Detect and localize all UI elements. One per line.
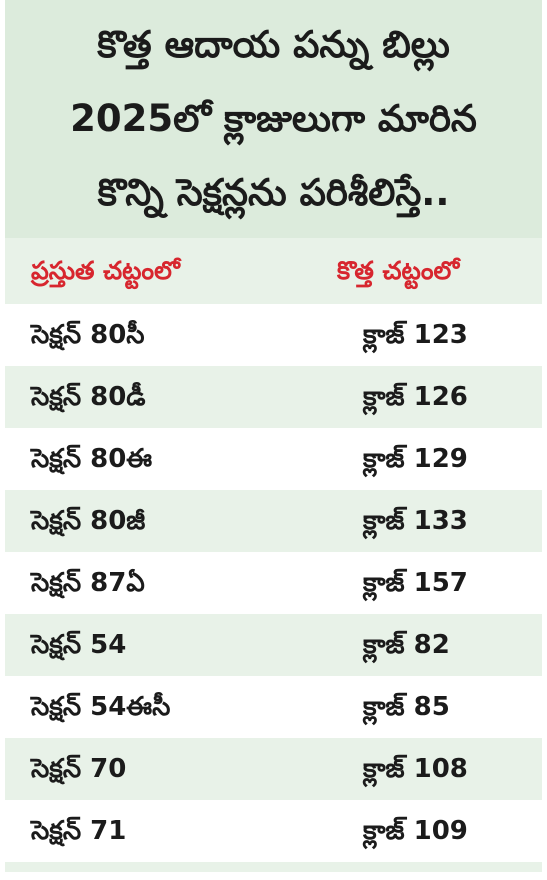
table-row: సెక్షన్‌ 87ఏ క్లాజ్‌ 157 xyxy=(5,552,542,614)
clause-cell: క్లాజ్‌ 108 xyxy=(363,754,468,784)
table-row: సెక్షన్‌ 80జీ క్లాజ్‌ 133 xyxy=(5,490,542,552)
title-line-1: కొత్త ఆదాయ పన్ను బిల్లు xyxy=(97,23,450,66)
table-row: సెక్షన్‌ 80డీ క్లాజ్‌ 126 xyxy=(5,366,542,428)
table-body: సెక్షన్‌ 80సీ క్లాజ్‌ 123 సెక్షన్‌ 80డీ … xyxy=(5,304,542,862)
table-row: సెక్షన్‌ 54 క్లాజ్‌ 82 xyxy=(5,614,542,676)
table-row: సెక్షన్‌ 80ఈ క్లాజ్‌ 129 xyxy=(5,428,542,490)
section-cell: సెక్షన్‌ 80జీ xyxy=(31,506,146,536)
clause-cell: క్లాజ్‌ 126 xyxy=(363,382,468,412)
clause-cell: క్లాజ్‌ 82 xyxy=(363,630,450,660)
clause-cell: క్లాజ్‌ 129 xyxy=(363,444,468,474)
table-row: సెక్షన్‌ 54ఈసీ క్లాజ్‌ 85 xyxy=(5,676,542,738)
header-current-law: ప్రస్తుత చట్టంలో xyxy=(31,256,180,285)
table-row: సెక్షన్‌ 80సీ క్లాజ్‌ 123 xyxy=(5,304,542,366)
section-cell: సెక్షన్‌ 54 xyxy=(31,630,127,660)
clause-cell: క్లాజ్‌ 85 xyxy=(363,692,450,722)
header-new-law: కొత్త చట్టంలో xyxy=(337,256,460,285)
section-cell: సెక్షన్‌ 70 xyxy=(31,754,127,784)
section-cell: సెక్షన్‌ 80డీ xyxy=(31,382,146,412)
table-header: ప్రస్తుత చట్టంలో కొత్త చట్టంలో xyxy=(5,238,542,304)
section-cell: సెక్షన్‌ 71 xyxy=(31,816,127,846)
section-cell: సెక్షన్‌ 54ఈసీ xyxy=(31,692,171,722)
title-line-2: 2025లో క్లాజులుగా మారిన xyxy=(70,97,477,140)
title-block: కొత్త ఆదాయ పన్ను బిల్లు 2025లో క్లాజులుగ… xyxy=(5,0,542,238)
clause-cell: క్లాజ్‌ 157 xyxy=(363,568,468,598)
section-cell: సెక్షన్‌ 80సీ xyxy=(31,320,145,350)
title-line-3: కొన్ని సెక్షన్లను పరిశీలిస్తే.. xyxy=(97,171,450,214)
clause-cell: క్లాజ్‌ 133 xyxy=(363,506,468,536)
table-row: సెక్షన్‌ 70 క్లాజ్‌ 108 xyxy=(5,738,542,800)
section-cell: సెక్షన్‌ 87ఏ xyxy=(31,568,145,598)
table-row: సెక్షన్‌ 71 క్లాజ్‌ 109 xyxy=(5,800,542,862)
bottom-strip xyxy=(5,862,542,872)
clause-cell: క్లాజ్‌ 123 xyxy=(363,320,468,350)
section-cell: సెక్షన్‌ 80ఈ xyxy=(31,444,153,474)
clause-cell: క్లాజ్‌ 109 xyxy=(363,816,468,846)
